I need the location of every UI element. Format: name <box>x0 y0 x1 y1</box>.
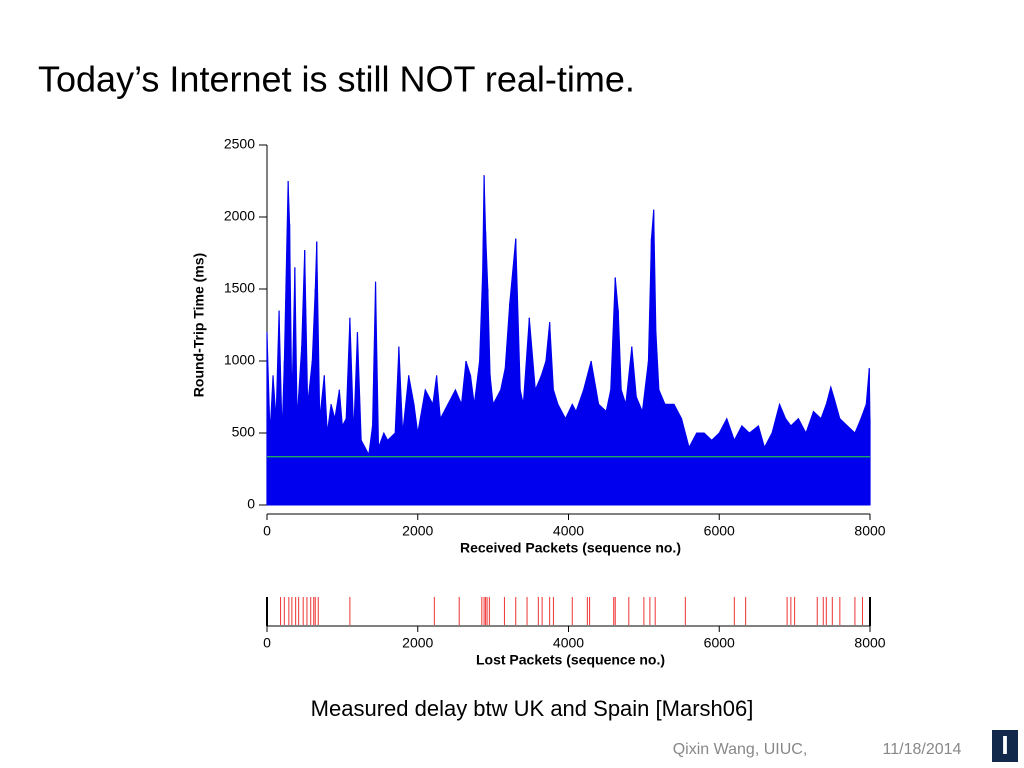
y-tick-label: 0 <box>247 496 255 512</box>
caption: Measured delay btw UK and Spain [Marsh06… <box>311 696 754 721</box>
x-tick-label: 2000 <box>402 635 433 651</box>
footer-date: 11/18/2014 <box>883 741 962 758</box>
footer-author: Qixin Wang, UIUC, <box>673 741 808 758</box>
x-tick-label: 0 <box>263 523 271 539</box>
slide-title: Today’s Internet is still NOT real-time. <box>38 59 635 100</box>
x-tick-label: 0 <box>263 635 271 651</box>
y-tick-label: 1500 <box>224 280 255 296</box>
x-axis-label: Received Packets (sequence no.) <box>460 540 681 556</box>
y-tick-label: 2500 <box>224 136 255 152</box>
y-tick-label: 1000 <box>224 352 255 368</box>
x-tick-label: 6000 <box>704 523 735 539</box>
y-tick-label: 2000 <box>224 208 255 224</box>
x-tick-label: 8000 <box>854 523 885 539</box>
x-axis-label: Lost Packets (sequence no.) <box>476 652 665 668</box>
x-tick-label: 4000 <box>553 523 584 539</box>
x-tick-label: 4000 <box>553 635 584 651</box>
x-tick-label: 6000 <box>704 635 735 651</box>
x-tick-label: 2000 <box>402 523 433 539</box>
logo: I <box>1001 730 1008 760</box>
y-tick-label: 500 <box>232 424 256 440</box>
x-tick-label: 8000 <box>854 635 885 651</box>
logo-box <box>992 730 1018 762</box>
y-axis-label: Round-Trip Time (ms) <box>191 253 207 397</box>
